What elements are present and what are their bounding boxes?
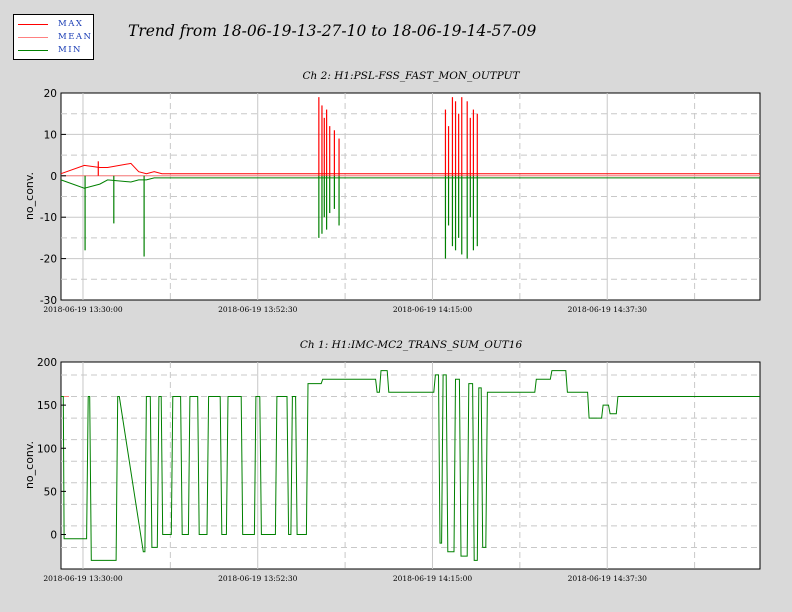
x-tick-label: 2018-06-19 13:52:30 <box>218 305 298 314</box>
series-line-min <box>61 370 760 561</box>
series-layer <box>61 370 760 561</box>
grid-lines <box>61 93 760 300</box>
chart-title: Ch 1: H1:IMC-MC2_TRANS_SUM_OUT16 <box>300 339 523 351</box>
y-axis-label: no_conv. <box>23 172 36 220</box>
legend: MAX MEAN MIN <box>13 14 94 60</box>
y-tick-label: 20 <box>44 88 57 100</box>
y-tick-label: -20 <box>40 254 57 266</box>
y-tick-label: 50 <box>44 486 57 498</box>
legend-swatch <box>18 50 48 51</box>
x-tick-label: 2018-06-19 14:15:00 <box>393 305 473 314</box>
y-tick-label: 0 <box>50 530 57 542</box>
legend-swatch <box>18 24 48 25</box>
series-line-max <box>60 162 760 175</box>
y-tick-label: 100 <box>37 443 57 455</box>
chart-panel-fss: Ch 2: H1:PSL-FSS_FAST_MON_OUTPUT 20 10 0 -1… <box>23 70 761 314</box>
series-line-min <box>60 177 760 189</box>
y-tick-label: -10 <box>40 212 57 224</box>
chart-title: Ch 2: H1:PSL-FSS_FAST_MON_OUTPUT <box>303 70 521 82</box>
x-tick-label: 2018-06-19 14:37:30 <box>568 305 648 314</box>
figure-title: Trend from 18-06-19-13-27-10 to 18-06-19… <box>128 22 537 40</box>
x-tick-labels: 2018-06-19 13:30:00 2018-06-19 13:52:30 20… <box>43 574 647 583</box>
legend-label: MAX <box>58 19 84 29</box>
grid-lines <box>61 362 760 569</box>
x-tick-label: 2018-06-19 13:30:00 <box>43 574 123 583</box>
chart-panel-imc: Ch 1: H1:IMC-MC2_TRANS_SUM_OUT16 200 150 1… <box>23 339 761 583</box>
x-tick-label: 2018-06-19 14:37:30 <box>568 574 648 583</box>
y-tick-label: 10 <box>44 129 57 141</box>
y-tick-label: 150 <box>37 400 57 412</box>
y-tick-label: -30 <box>40 295 57 307</box>
legend-label: MIN <box>58 45 82 55</box>
y-axis-label: no_conv. <box>23 441 36 489</box>
y-tick-label: 0 <box>50 171 57 183</box>
x-tick-label: 2018-06-19 13:52:30 <box>218 574 298 583</box>
y-tick-labels: 20 10 0 -10 -20 -30 <box>40 88 66 307</box>
legend-label: MEAN <box>58 32 93 42</box>
plot-area <box>60 361 761 570</box>
x-tick-label: 2018-06-19 13:30:00 <box>43 305 123 314</box>
series-layer <box>60 97 760 259</box>
y-tick-label: 200 <box>37 357 57 369</box>
legend-swatch <box>18 37 48 38</box>
x-tick-labels: 2018-06-19 13:30:00 2018-06-19 13:52:30 20… <box>43 305 647 314</box>
x-tick-label: 2018-06-19 14:15:00 <box>393 574 473 583</box>
y-tick-labels: 200 150 100 50 0 <box>37 357 66 542</box>
